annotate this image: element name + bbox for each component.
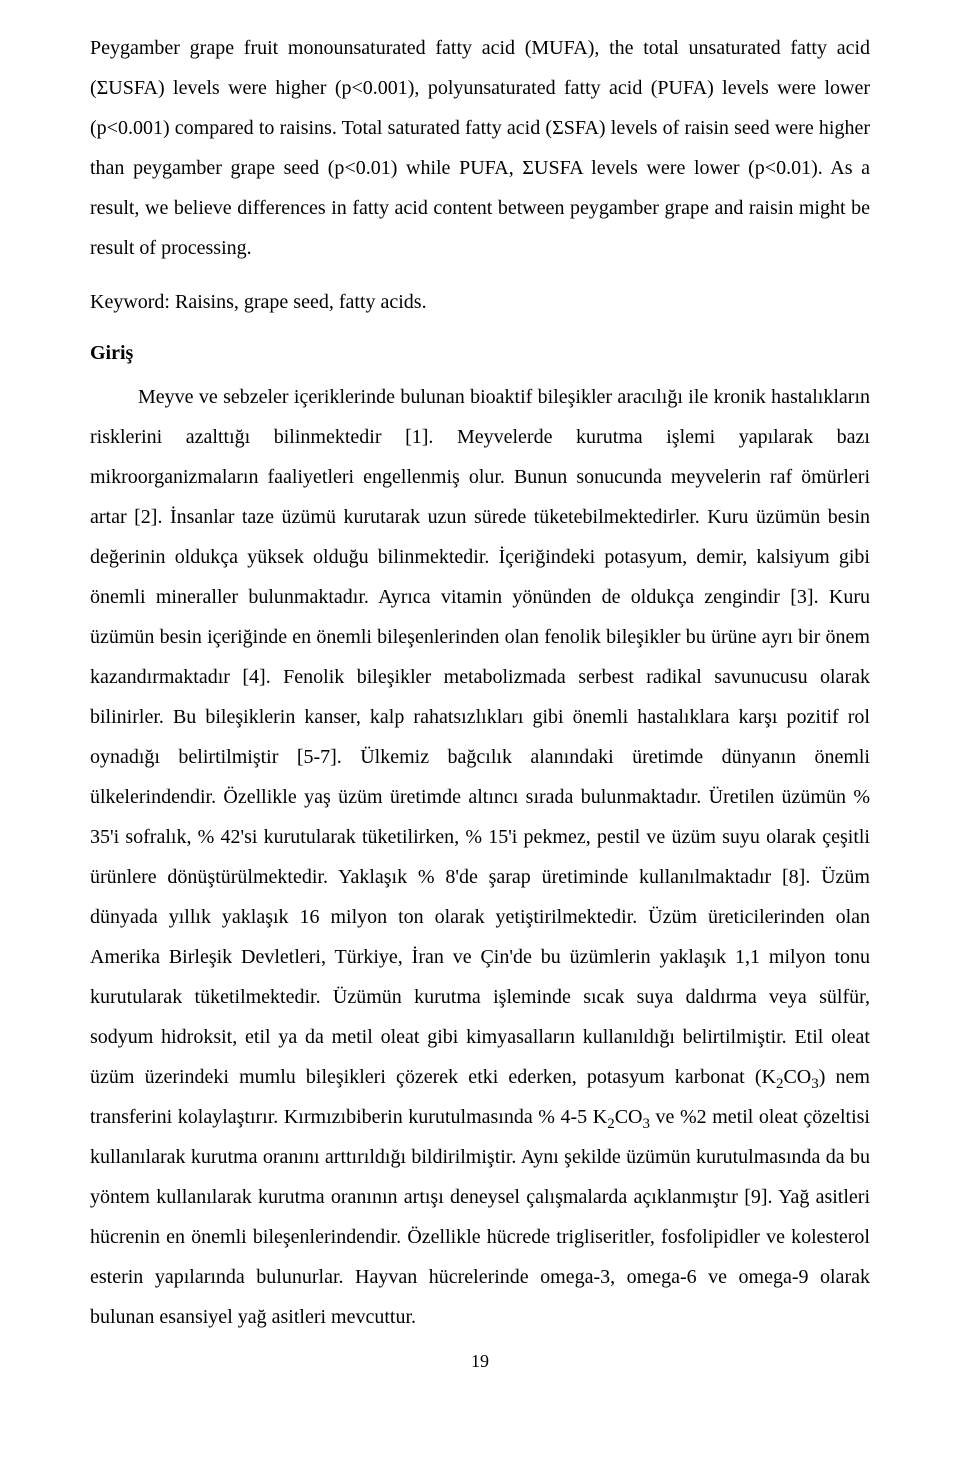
co-text: CO: [783, 1066, 811, 1088]
page-container: Peygamber grape fruit monounsaturated fa…: [0, 0, 960, 1400]
page-number: 19: [90, 1351, 870, 1372]
formula-k2co3-second: 2CO3: [607, 1106, 650, 1128]
body-paragraph: Meyve ve sebzeler içeriklerinde bulunan …: [90, 377, 870, 1337]
abstract-tail-paragraph: Peygamber grape fruit monounsaturated fa…: [90, 28, 870, 268]
section-heading-giris: Giriş: [90, 342, 870, 365]
sub-3: 3: [811, 1076, 819, 1092]
body-text-prefix: Meyve ve sebzeler içeriklerinde bulunan …: [90, 386, 870, 1088]
body-text-suffix: ve %2 metil oleat çözeltisi kullanılarak…: [90, 1106, 870, 1328]
co-text: CO: [615, 1106, 643, 1128]
sub-3: 3: [642, 1116, 650, 1132]
formula-k2co3-first: 2CO3: [776, 1066, 819, 1088]
sub-2: 2: [607, 1116, 615, 1132]
keywords-line: Keyword: Raisins, grape seed, fatty acid…: [90, 282, 870, 322]
